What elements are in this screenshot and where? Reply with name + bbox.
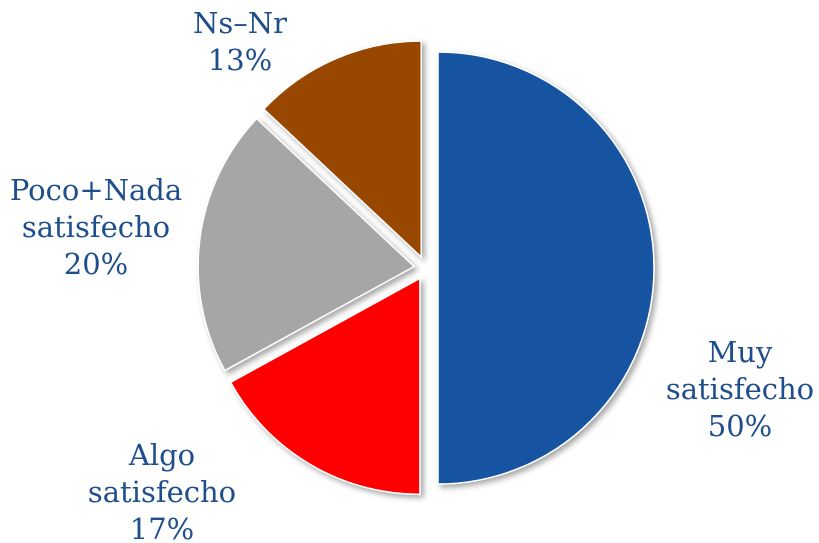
pie-labels: Muy satisfecho 50%Algo satisfecho 17%Poco+Na… xyxy=(10,6,814,543)
pie-slice-2 xyxy=(197,117,416,372)
pie-label-0: Muy satisfecho 50% xyxy=(666,335,814,443)
pie-label-percent: 13% xyxy=(208,43,272,77)
pie-label-line: satisfecho xyxy=(666,372,814,406)
pie-slices xyxy=(197,40,655,496)
pie-slice-0 xyxy=(437,51,655,485)
pie-label-percent: 50% xyxy=(708,409,772,443)
pie-label-line: Poco+Nada xyxy=(10,173,182,207)
pie-slice-3 xyxy=(262,40,422,259)
pie-label-percent: 20% xyxy=(64,247,128,281)
pie-label-line: satisfecho xyxy=(22,210,170,244)
pie-label-3: Ns–Nr 13% xyxy=(193,6,287,77)
pie-slice-1 xyxy=(229,277,421,496)
pie-label-line: Algo xyxy=(128,438,195,472)
pie-label-line: satisfecho xyxy=(88,475,236,509)
pie-label-line: Muy xyxy=(708,335,773,369)
pie-label-1: Algo satisfecho 17% xyxy=(88,438,236,543)
pie-label-2: Poco+Nada satisfecho 20% xyxy=(10,173,182,281)
pie-label-line: Ns–Nr xyxy=(193,6,287,40)
pie-label-percent: 17% xyxy=(130,512,194,543)
